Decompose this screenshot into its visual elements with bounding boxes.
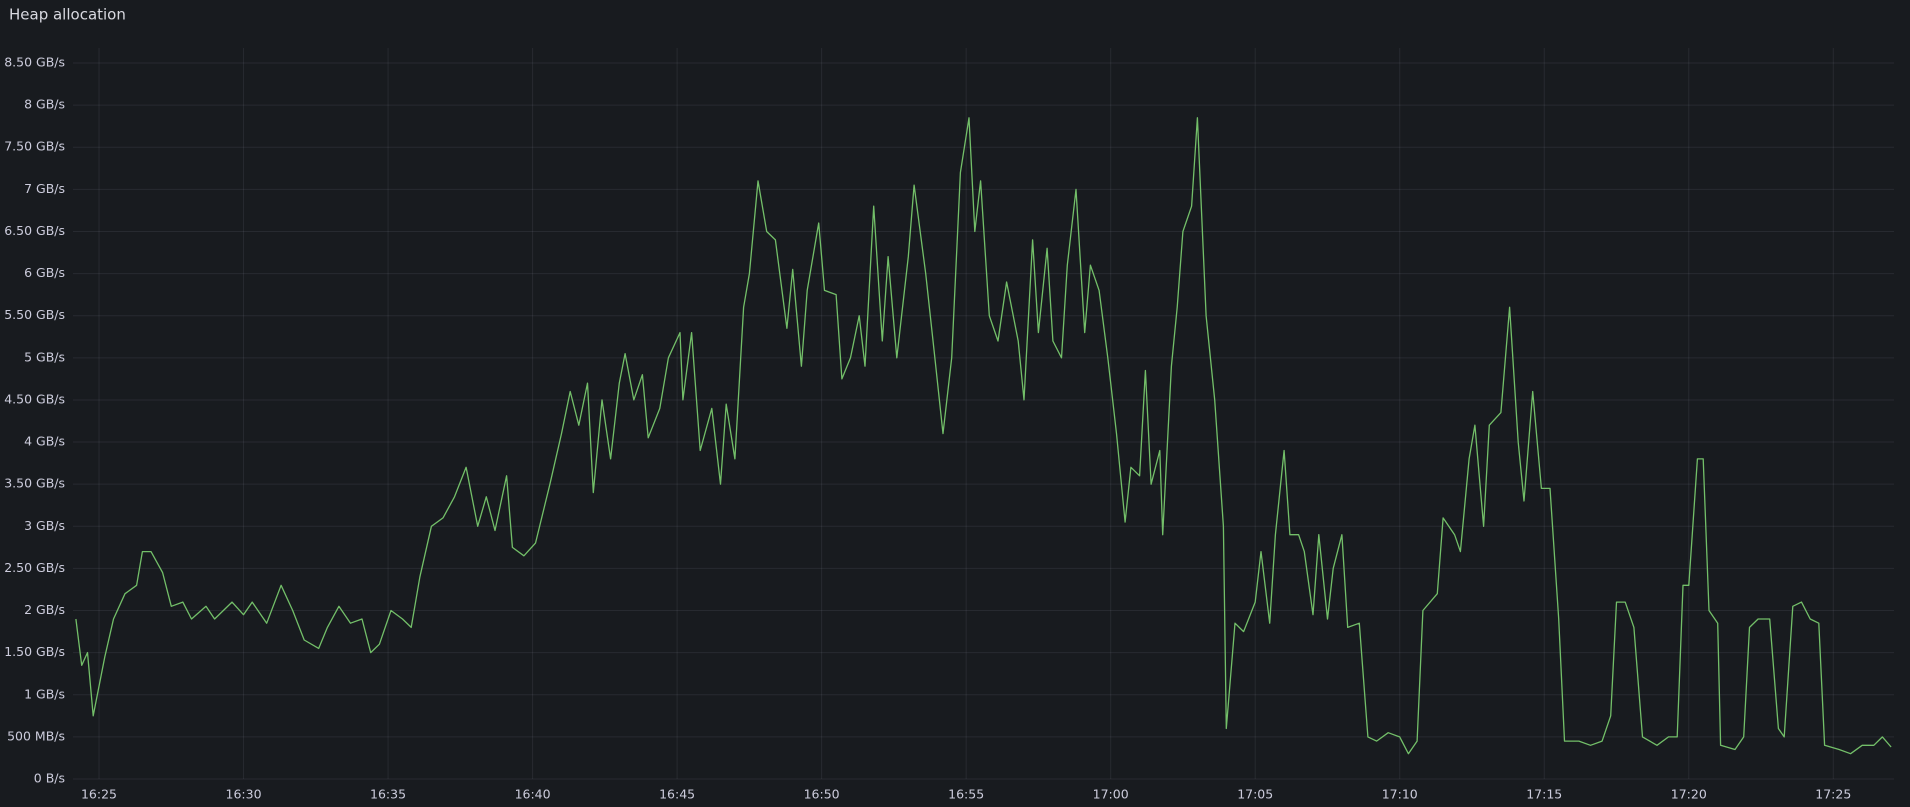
y-tick-label: 8 GB/s: [24, 97, 65, 112]
y-tick-label: 7 GB/s: [24, 181, 65, 196]
x-tick-label: 16:50: [804, 787, 840, 802]
series-line: [75, 117, 1892, 755]
y-tick-label: 1 GB/s: [24, 686, 65, 701]
x-tick-label: 17:05: [1237, 787, 1273, 802]
y-tick-label: 500 MB/s: [7, 728, 65, 743]
y-tick-label: 4.50 GB/s: [4, 391, 65, 406]
x-tick-label: 17:00: [1093, 787, 1129, 802]
y-tick-label: 0 B/s: [34, 771, 65, 786]
x-tick-label: 16:35: [370, 787, 406, 802]
y-tick-label: 3.50 GB/s: [4, 476, 65, 491]
y-tick-label: 4 GB/s: [24, 434, 65, 449]
panel-title: Heap allocation: [9, 6, 126, 24]
x-tick-label: 17:20: [1671, 787, 1707, 802]
y-tick-label: 6 GB/s: [24, 265, 65, 280]
x-tick-label: 17:25: [1815, 787, 1851, 802]
y-tick-label: 5 GB/s: [24, 349, 65, 364]
x-tick-label: 16:40: [515, 787, 551, 802]
y-tick-label: 1.50 GB/s: [4, 644, 65, 659]
y-tick-label: 7.50 GB/s: [4, 139, 65, 154]
y-tick-label: 2 GB/s: [24, 602, 65, 617]
y-tick-label: 6.50 GB/s: [4, 223, 65, 238]
y-tick-label: 2.50 GB/s: [4, 560, 65, 575]
y-tick-label: 3 GB/s: [24, 518, 65, 533]
x-tick-label: 17:10: [1382, 787, 1418, 802]
y-tick-label: 5.50 GB/s: [4, 307, 65, 322]
y-tick-label: 8.50 GB/s: [4, 55, 65, 70]
x-tick-label: 17:15: [1526, 787, 1562, 802]
x-tick-label: 16:45: [659, 787, 695, 802]
x-tick-label: 16:25: [81, 787, 117, 802]
x-tick-label: 16:55: [948, 787, 984, 802]
x-tick-label: 16:30: [226, 787, 262, 802]
